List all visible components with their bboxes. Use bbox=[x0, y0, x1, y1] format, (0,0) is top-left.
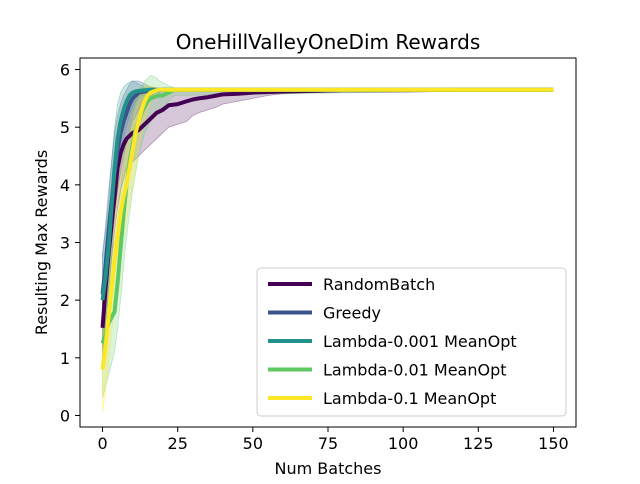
y-tick-label: 5 bbox=[60, 118, 70, 137]
y-tick-label: 6 bbox=[60, 61, 70, 80]
x-tick-label: 150 bbox=[538, 434, 569, 453]
y-tick-label: 2 bbox=[60, 291, 70, 310]
legend-label: RandomBatch bbox=[323, 275, 435, 294]
chart-title: OneHillValleyOneDim Rewards bbox=[176, 30, 481, 54]
x-tick-label: 50 bbox=[243, 434, 263, 453]
y-axis-label: Resulting Max Rewards bbox=[32, 150, 51, 335]
line-lambda-0-001-meanopt bbox=[100, 87, 554, 301]
y-axis-ticks: 0 1 2 3 4 5 6 bbox=[60, 61, 80, 425]
legend-box bbox=[256, 267, 567, 417]
x-axis-label: Num Batches bbox=[275, 459, 382, 478]
y-tick-label: 1 bbox=[60, 349, 70, 368]
legend-label: Lambda-0.01 MeanOpt bbox=[323, 361, 507, 380]
plot-area bbox=[79, 57, 577, 428]
y-tick-label: 4 bbox=[60, 176, 70, 195]
x-tick-label: 0 bbox=[97, 434, 107, 453]
line-lambda-0-1-meanopt bbox=[100, 87, 554, 370]
legend-label: Lambda-0.001 MeanOpt bbox=[323, 332, 517, 351]
legend-label: Greedy bbox=[323, 304, 381, 323]
x-axis-ticks: 0 25 50 75 100 125 150 bbox=[97, 427, 569, 453]
x-tick-label: 75 bbox=[318, 434, 338, 453]
y-tick-label: 0 bbox=[60, 406, 70, 425]
y-tick-label: 3 bbox=[60, 234, 70, 253]
legend-entries: RandomBatch Greedy Lambda-0.001 MeanOpt Lam… bbox=[268, 275, 517, 408]
legend: RandomBatch Greedy Lambda-0.001 MeanOpt Lam… bbox=[256, 267, 567, 417]
x-tick-label: 100 bbox=[388, 434, 419, 453]
x-tick-label: 25 bbox=[168, 434, 188, 453]
legend-label: Lambda-0.1 MeanOpt bbox=[323, 389, 496, 408]
x-tick-label: 125 bbox=[463, 434, 494, 453]
series-lines bbox=[100, 87, 554, 370]
